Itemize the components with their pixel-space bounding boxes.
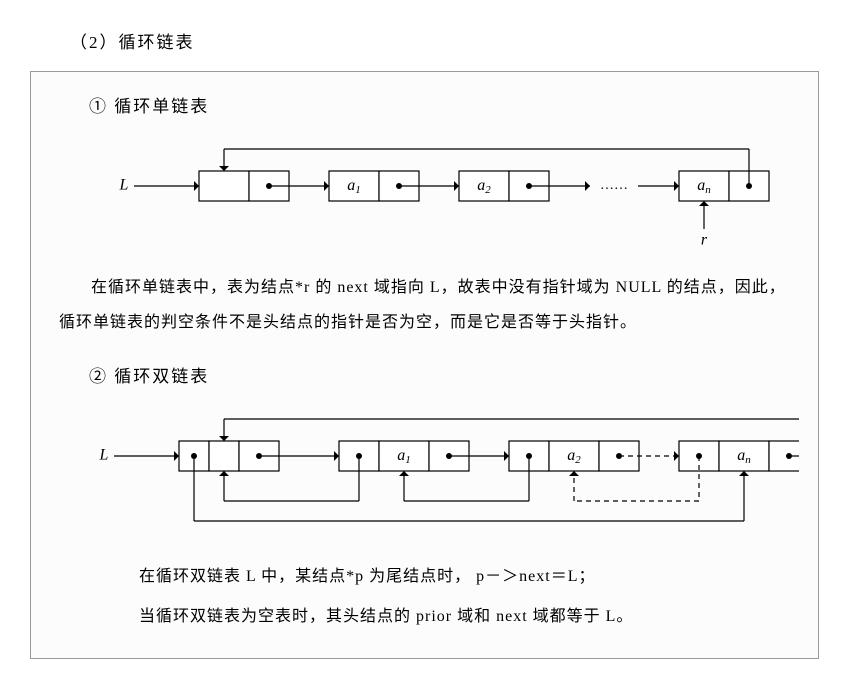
subheading-2: ② 循环双链表 xyxy=(89,362,790,387)
svg-text:……: …… xyxy=(600,178,628,193)
para-2b: 当循环双链表为空表时，其头结点的 prior 域和 next 域都等于 L。 xyxy=(139,600,790,634)
subheading-1: ① 循环单链表 xyxy=(89,92,790,117)
diagram-singly-circular: La1a2……anr xyxy=(59,131,790,256)
para-1: 在循环单链表中，表为结点*r 的 next 域指向 L，故表中没有指针域为 NU… xyxy=(59,270,790,340)
section-title: （2）循环链表 xyxy=(70,28,829,53)
svg-text:L: L xyxy=(99,447,109,464)
para-2a: 在循环双链表 L 中，某结点*p 为尾结点时， p－＞next＝L； xyxy=(139,560,790,594)
svg-text:L: L xyxy=(119,177,129,194)
svg-text:r: r xyxy=(701,232,708,249)
diagram-doubly-circular: La1a2an xyxy=(59,401,790,546)
content-box: ① 循环单链表 La1a2……anr 在循环单链表中，表为结点*r 的 next… xyxy=(30,71,819,659)
